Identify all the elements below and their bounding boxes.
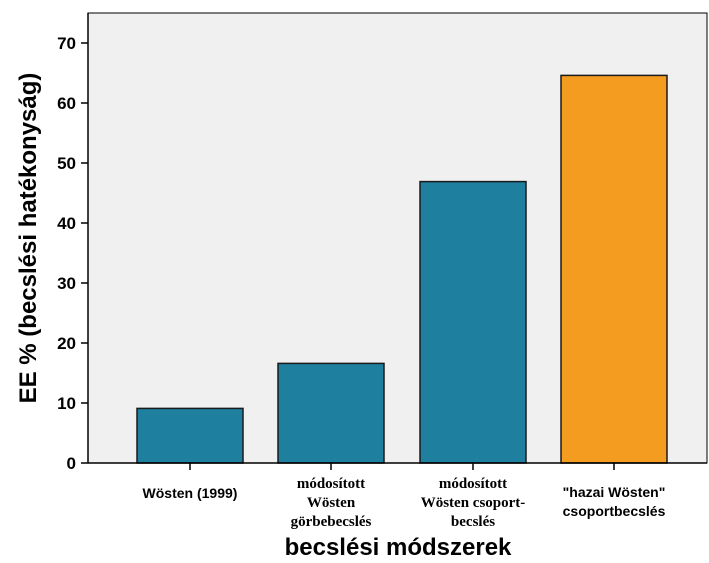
y-tick-label-70: 70 — [57, 34, 76, 53]
bar-4 — [560, 74, 668, 464]
x-axis: Wösten (1999) módosított Wösten görbebecslé… — [88, 462, 707, 530]
y-tick-label-10: 10 — [57, 394, 76, 413]
x-category-label-line: "hazai Wösten" — [563, 484, 666, 500]
x-category-label-line: módosított — [439, 476, 507, 492]
y-tick-label-0: 0 — [67, 454, 76, 473]
x-category-label-line: csoportbecslés — [563, 503, 666, 519]
y-tick-label-50: 50 — [57, 154, 76, 173]
y-axis-title: EE % (becslési hatékonyság) — [15, 73, 42, 404]
x-category-label-line: Wösten csoport- — [421, 495, 526, 511]
x-axis-title: becslési módszerek — [285, 534, 512, 561]
y-tick-label-20: 20 — [57, 334, 76, 353]
y-axis: 0 10 20 30 40 50 60 70 — [57, 13, 89, 473]
x-category-label-line: módosított — [297, 476, 365, 492]
bar-3 — [419, 180, 527, 464]
bars-group — [136, 74, 668, 464]
y-tick-label-30: 30 — [57, 274, 76, 293]
y-tick-label-60: 60 — [57, 94, 76, 113]
x-category-label-line: becslés — [451, 514, 495, 530]
y-tick-label-40: 40 — [57, 214, 76, 233]
x-category-label-3: módosított Wösten csoport-becslés — [421, 476, 526, 530]
x-category-label-1: Wösten (1999) — [143, 485, 238, 501]
x-category-label-line: Wösten — [307, 495, 356, 511]
x-category-label-2: módosított Wösten görbebecslés — [291, 476, 372, 530]
x-category-label-line: Wösten (1999) — [143, 485, 238, 501]
bar-2 — [277, 362, 385, 464]
x-category-label-line: görbebecslés — [291, 514, 372, 530]
x-category-label-4: "hazai Wösten" csoportbecslés — [563, 484, 666, 519]
bar-1 — [136, 407, 244, 464]
